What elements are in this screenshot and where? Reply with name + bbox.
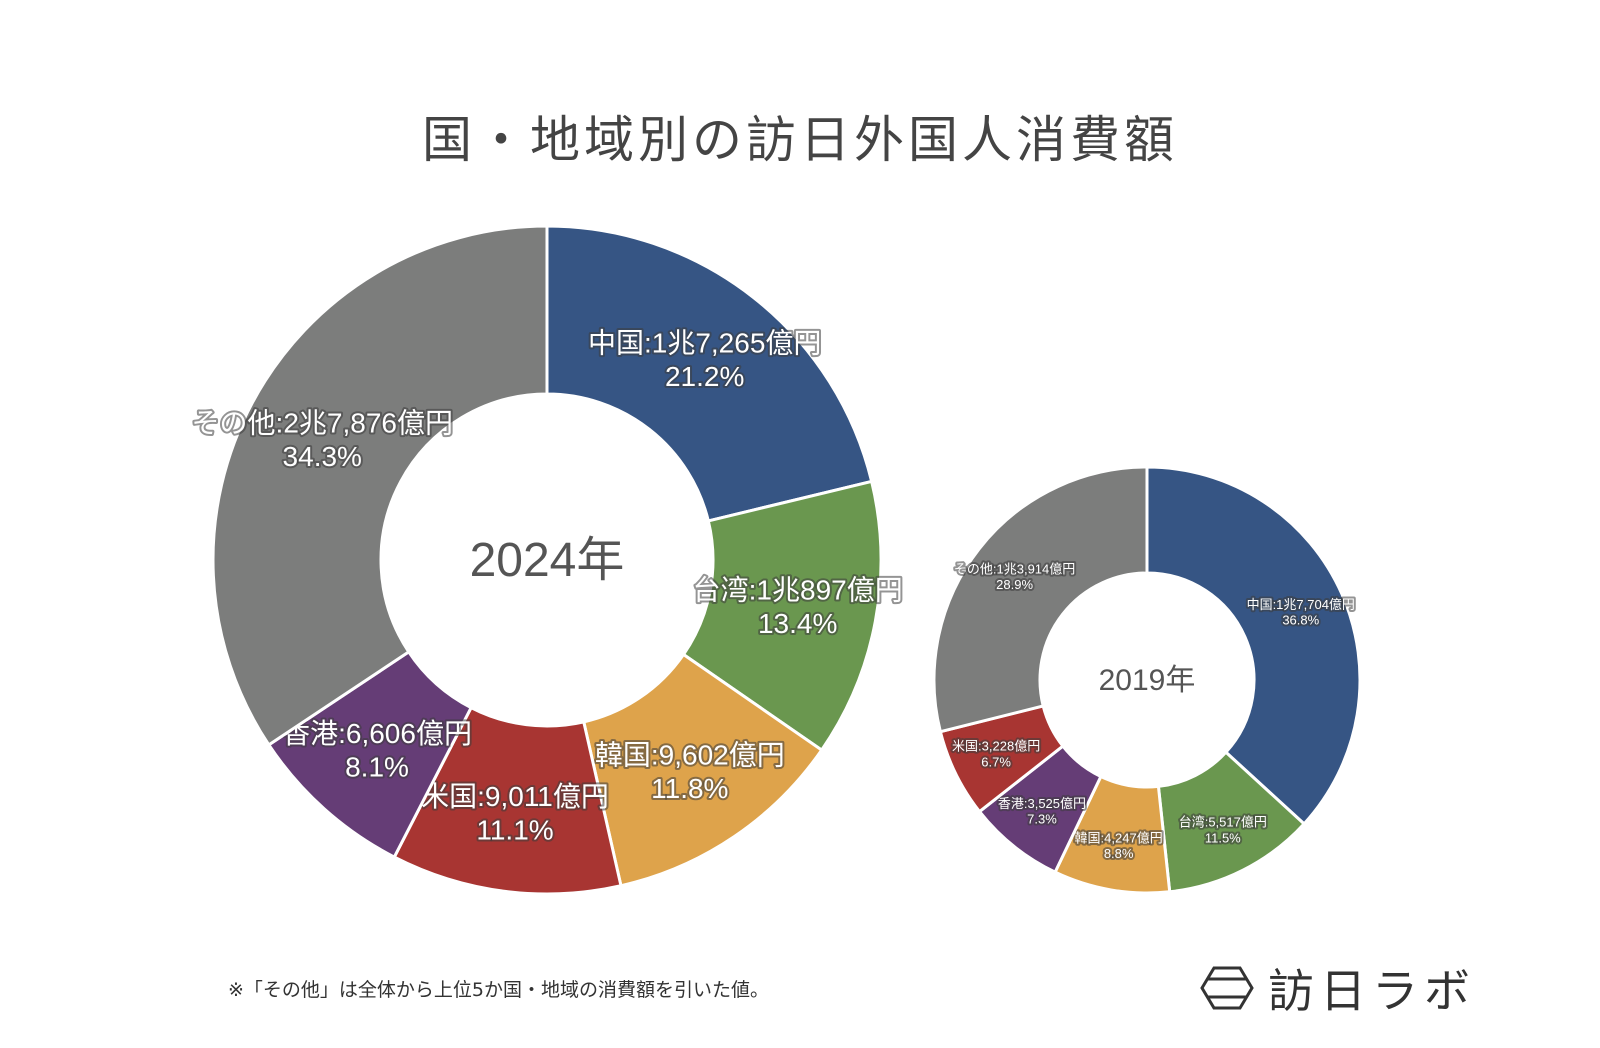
percent-label-taiwan: 13.4% <box>758 608 837 639</box>
percent-label-hongkong: 7.3% <box>1027 811 1057 826</box>
amount-label-korea: 韓国:9,602億円 <box>595 739 785 770</box>
slice-china <box>545 224 874 523</box>
amount-label-taiwan: 台湾:5,517億円 <box>1179 815 1267 830</box>
slice-other <box>211 224 549 747</box>
percent-label-usa: 11.1% <box>476 815 553 846</box>
percent-label-other: 34.3% <box>283 441 362 472</box>
amount-label-hongkong: 香港:6,606億円 <box>282 718 472 749</box>
hexagon-logo-icon <box>1200 966 1254 1010</box>
percent-label-korea: 11.8% <box>651 773 728 804</box>
center-year-label: 2024年 <box>470 534 625 587</box>
percent-label-china: 36.8% <box>1282 613 1319 628</box>
center-year-label: 2019年 <box>1099 664 1196 697</box>
amount-label-korea: 韓国:4,247億円 <box>1075 830 1163 845</box>
brand-logo[interactable]: 訪日ラボ <box>1200 955 1476 1021</box>
amount-label-usa: 米国:3,228億円 <box>952 739 1040 754</box>
amount-label-hongkong: 香港:3,525億円 <box>998 796 1086 811</box>
amount-label-usa: 米国:9,011億円 <box>421 781 609 812</box>
slice-usa <box>392 705 623 896</box>
slice-korea <box>581 652 824 888</box>
percent-label-korea: 8.8% <box>1104 846 1134 861</box>
amount-label-taiwan: 台湾:1兆897億円 <box>693 575 903 606</box>
chart-title: 国・地域別の訪日外国人消費額 <box>422 111 1178 169</box>
percent-label-china: 21.2% <box>665 361 744 392</box>
percent-label-taiwan: 11.5% <box>1205 830 1241 845</box>
slice-china <box>1145 465 1362 826</box>
amount-label-china: 中国:1兆7,704億円 <box>1247 597 1355 612</box>
percent-label-usa: 6.7% <box>981 754 1011 769</box>
footnote: ※「その他」は全体から上位5か国・地域の消費額を引いた値。 <box>228 979 770 1001</box>
slice-other <box>932 465 1149 734</box>
percent-label-hongkong: 8.1% <box>345 752 409 783</box>
amount-label-other: その他:1兆3,914億円 <box>954 561 1075 576</box>
slice-taiwan <box>681 479 883 753</box>
amount-label-other: その他:2兆7,876億円 <box>192 408 453 439</box>
brand-name: 訪日ラボ <box>1268 964 1476 1018</box>
percent-label-other: 28.9% <box>996 577 1033 592</box>
amount-label-china: 中国:1兆7,265億円 <box>588 328 821 359</box>
